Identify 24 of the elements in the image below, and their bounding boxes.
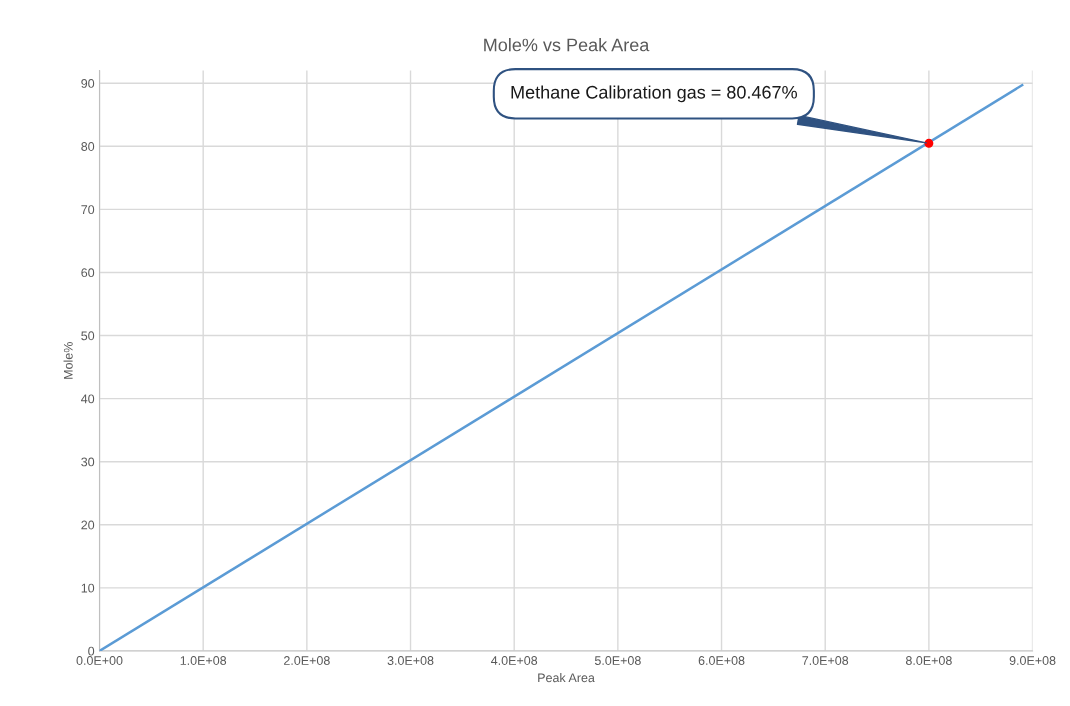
- x-tick-label: 9.0E+08: [1009, 656, 1056, 665]
- y-tick-label: 10: [81, 583, 95, 593]
- y-tick-label: 40: [81, 394, 95, 404]
- y-tick-label: 90: [81, 79, 95, 88]
- annotation: Methane Calibration gas = 80.467%: [511, 85, 797, 103]
- x-tick-label: 4.0E+08: [491, 656, 538, 665]
- y-axis-title: Mole%: [63, 342, 73, 379]
- y-tick-label: 30: [81, 457, 95, 467]
- y-tick-label: 0: [88, 646, 95, 656]
- x-tick-label: 2.0E+08: [284, 656, 330, 665]
- y-tick-label: 60: [81, 268, 95, 278]
- x-axis-title: Peak Area: [538, 673, 595, 683]
- x-tick-label: 7.0E+08: [802, 656, 849, 665]
- chart-title: Mole% vs Peak Area: [484, 38, 650, 52]
- y-tick-label: 50: [81, 331, 95, 341]
- x-tick-label: 0.0E+00: [76, 656, 123, 665]
- y-tick-label: 20: [81, 520, 95, 530]
- x-tick-label: 8.0E+08: [905, 656, 952, 665]
- x-tick-label: 6.0E+08: [698, 656, 745, 665]
- x-tick-label: 5.0E+08: [594, 656, 641, 665]
- y-tick-label: 70: [81, 205, 95, 215]
- x-tick-label: 3.0E+08: [387, 656, 434, 665]
- x-tick-label: 1.0E+08: [180, 656, 227, 665]
- y-tick-label: 80: [81, 142, 95, 151]
